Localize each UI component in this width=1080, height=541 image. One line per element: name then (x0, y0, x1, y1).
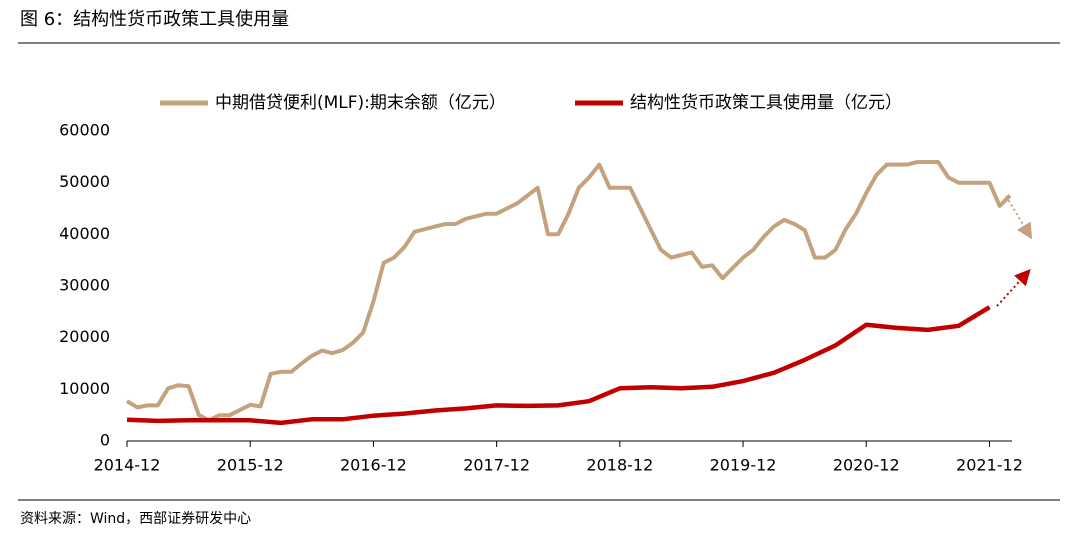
series-line (126, 305, 991, 426)
y-tick-label: 10000 (59, 379, 110, 398)
y-tick-label: 50000 (59, 172, 110, 191)
x-tick-label: 2017-12 (463, 456, 530, 475)
x-tick-label: 2015-12 (217, 456, 284, 475)
x-tick-label: 2016-12 (340, 456, 407, 475)
source-note: 资料来源：Wind，西部证券研发中心 (20, 511, 251, 527)
chart-title: 图 6：结构性货币政策工具使用量 (20, 9, 289, 30)
y-tick-label: 40000 (59, 224, 110, 243)
y-tick-label: 0 (100, 431, 110, 450)
x-tick-label: 2020-12 (833, 456, 900, 475)
trend-arrow (996, 269, 1031, 307)
x-tick-label: 2019-12 (710, 456, 777, 475)
series-line (125, 160, 1012, 423)
legend-label: 结构性货币政策工具使用量（亿元） (630, 92, 902, 113)
x-tick-label: 2014-12 (94, 456, 161, 475)
legend-label: 中期借贷便利(MLF):期末余额（亿元） (215, 93, 506, 113)
trend-arrow (1005, 195, 1033, 240)
y-tick-label: 30000 (59, 276, 110, 295)
x-tick-label: 2018-12 (586, 456, 653, 475)
y-tick-label: 20000 (59, 327, 110, 346)
y-tick-label: 60000 (59, 121, 110, 140)
x-tick-label: 2021-12 (956, 456, 1023, 475)
